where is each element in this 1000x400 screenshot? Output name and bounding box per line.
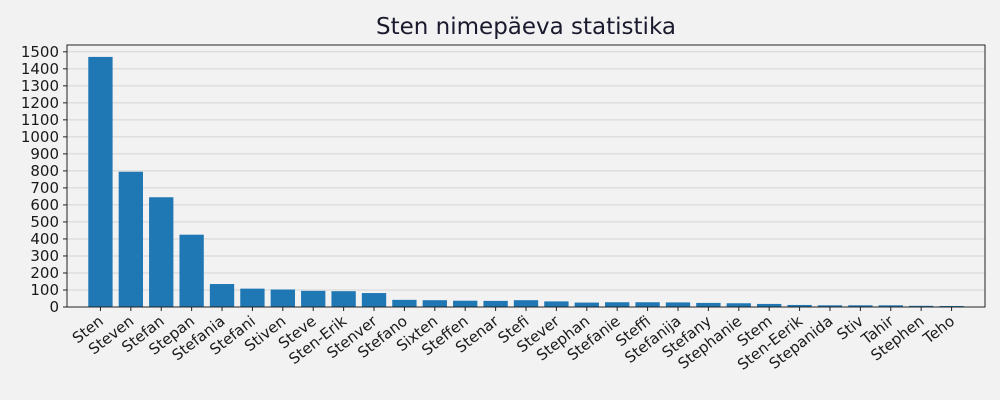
bar-stefi [513, 300, 539, 307]
bar-stenar [483, 300, 508, 307]
bar-sixten [422, 300, 447, 307]
bar-tahir [878, 305, 903, 307]
bar-stenver [361, 293, 387, 307]
x-tick-label: Teho [919, 312, 958, 348]
bar-stefani [240, 288, 265, 307]
bar-stefanija [665, 302, 691, 307]
bar-stephanie [726, 303, 751, 307]
y-tick-label: 0 [49, 298, 59, 316]
grid-lines [67, 51, 985, 308]
bar-stiv [848, 305, 873, 307]
y-tick-label: 500 [30, 213, 59, 231]
y-tick-label: 600 [30, 196, 59, 214]
plot-frame [66, 44, 986, 308]
y-tick-label: 800 [30, 162, 59, 180]
bar-sten [88, 56, 113, 308]
bar-stever [544, 301, 569, 307]
y-axis: 0100200300400500600700800900100011001200… [21, 43, 67, 316]
bar-stepan [179, 234, 204, 307]
y-tick-label: 700 [30, 179, 59, 197]
y-tick-label: 100 [30, 281, 59, 299]
bar-stiven [270, 289, 295, 307]
y-tick-label: 1000 [21, 128, 59, 146]
bar-stefano [392, 299, 417, 307]
y-tick-label: 1500 [21, 43, 59, 61]
y-tick-label: 1200 [21, 94, 59, 112]
bar-steffi [635, 302, 660, 307]
bar-steven [118, 171, 143, 307]
bar-sten-erik [331, 291, 356, 307]
y-tick-label: 1300 [21, 77, 59, 95]
bar-stephan [574, 302, 599, 307]
x-axis: StenStevenStefanStepanStefaniaStefaniSti… [69, 307, 958, 374]
bar-stepanida [817, 305, 843, 307]
bar-steve [301, 290, 326, 307]
bar-teho [939, 305, 964, 307]
bar-steffen [453, 300, 478, 307]
bar-sten-eerik [787, 304, 812, 307]
bar-stefanie [605, 302, 630, 307]
chart-title: Sten nimepäeva statistika [376, 14, 676, 40]
y-tick-label: 900 [30, 145, 59, 163]
y-tick-label: 300 [30, 247, 59, 265]
y-tick-label: 1100 [21, 111, 59, 129]
bar-stefania [209, 284, 235, 307]
bar-stephen [909, 305, 934, 307]
y-tick-label: 400 [30, 230, 59, 248]
y-tick-label: 1400 [21, 60, 59, 78]
bar-stefany [696, 302, 721, 307]
bar-stefan [149, 197, 174, 307]
y-tick-label: 200 [30, 264, 59, 282]
bar-stem [757, 303, 782, 307]
bars [88, 56, 964, 308]
